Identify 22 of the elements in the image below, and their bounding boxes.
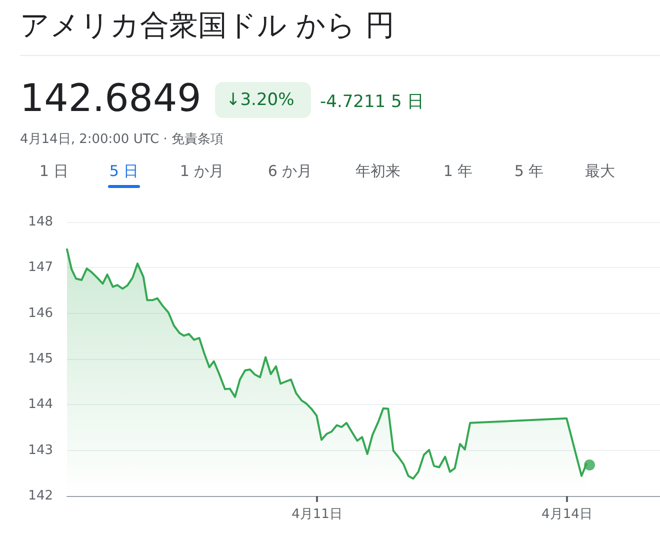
- y-tick-label: 144: [28, 397, 53, 412]
- text: 5 日: [108, 162, 140, 181]
- text: 1 か月: [178, 162, 226, 181]
- text: -4.7211 5 日: [320, 91, 424, 113]
- text: 1 年: [442, 162, 474, 181]
- y-tick-label: 143: [28, 442, 53, 458]
- text: 1 日: [38, 162, 70, 181]
- text: 5 年: [513, 162, 545, 181]
- text: 年初来: [354, 162, 402, 181]
- text: 142.6849: [20, 76, 202, 120]
- x-tick-label: 4月11日: [292, 507, 342, 522]
- y-tick-label: 145: [28, 352, 53, 366]
- text: ↓3.20%: [226, 90, 294, 110]
- text: 最大: [584, 162, 616, 181]
- y-tick-label: 142: [28, 488, 53, 504]
- y-tick-label: 147: [28, 260, 53, 276]
- text: 6 か月: [266, 162, 314, 181]
- x-tick-label: 4月14日: [542, 507, 592, 522]
- chart-subtitle: 4月14日, 2:00:00 UTC · 免責条項: [20, 131, 224, 148]
- chart-title: アメリカ合衆国ドル から 円: [20, 7, 394, 44]
- y-tick-label: 146: [28, 306, 53, 321]
- y-tick-label: 148: [28, 214, 53, 230]
